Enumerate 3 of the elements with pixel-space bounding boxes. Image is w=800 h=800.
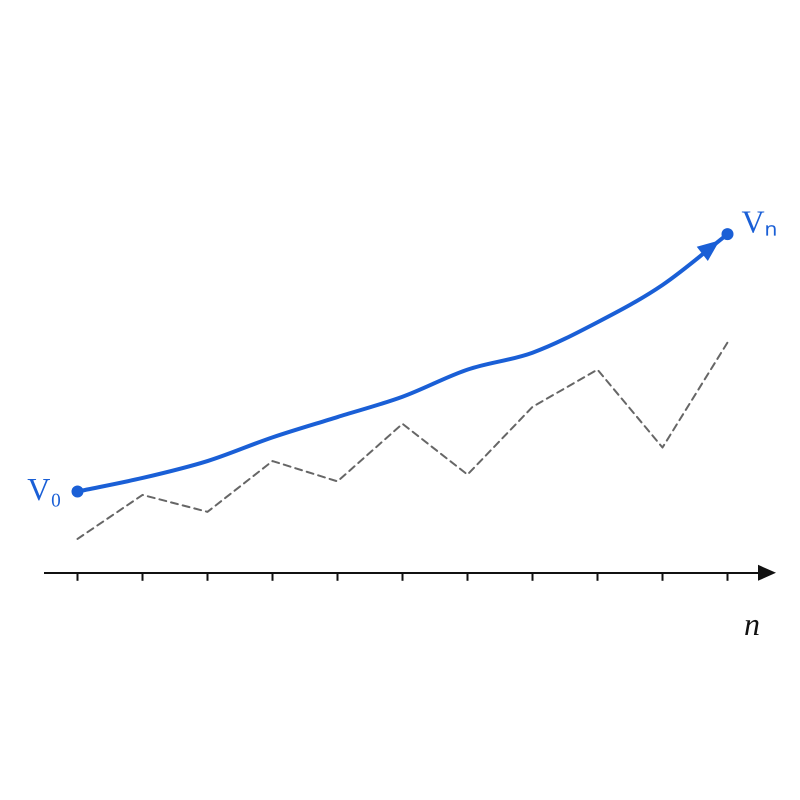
x-axis-title: n xyxy=(744,606,760,642)
annotation: V₀ xyxy=(27,470,62,507)
annotation: Vₙ xyxy=(742,204,778,240)
